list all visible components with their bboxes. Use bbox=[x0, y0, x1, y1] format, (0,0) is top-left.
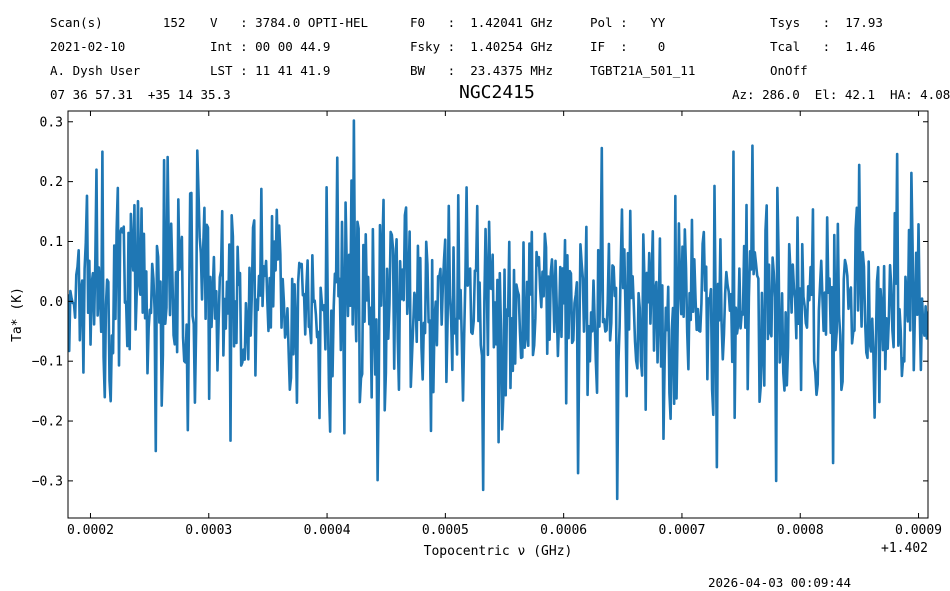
header-integration: Int : 00 00 44.9 bbox=[210, 39, 331, 54]
x-tick-label: 0.0007 bbox=[658, 523, 705, 538]
header-polarization: Pol : YY bbox=[590, 15, 666, 30]
y-tick-label: −0.3 bbox=[32, 474, 63, 489]
plot-frame bbox=[67, 110, 929, 519]
x-tick-label: 0.0008 bbox=[777, 523, 824, 538]
header-bandwidth: BW : 23.4375 MHz bbox=[410, 63, 553, 78]
y-tick-label: 0.0 bbox=[40, 295, 63, 310]
header-scans: Scan(s) 152 bbox=[50, 15, 186, 30]
y-tick-label: 0.1 bbox=[40, 235, 63, 250]
header-rest-freq: F0 : 1.42041 GHz bbox=[410, 15, 553, 30]
header-if: IF : 0 bbox=[590, 39, 666, 54]
header-procedure: OnOff bbox=[770, 63, 808, 78]
y-tick-label: −0.1 bbox=[32, 355, 63, 370]
x-tick-label: 0.0005 bbox=[422, 523, 469, 538]
x-tick-label: 0.0009 bbox=[895, 523, 942, 538]
plot-title: NGC2415 bbox=[459, 82, 535, 103]
footer-timestamp: 2026-04-03 00:09:44 bbox=[708, 575, 851, 590]
x-tick-label: 0.0004 bbox=[304, 523, 351, 538]
x-tick-label: 0.0002 bbox=[67, 523, 114, 538]
y-tick-label: 0.3 bbox=[40, 115, 63, 130]
y-tick-label: −0.2 bbox=[32, 415, 63, 430]
header-tcal: Tcal : 1.46 bbox=[770, 39, 876, 54]
header-tsys: Tsys : 17.93 bbox=[770, 15, 883, 30]
header-date: 2021-02-10 bbox=[50, 39, 126, 54]
header-pointing: Az: 286.0 El: 42.1 HA: 4.08 bbox=[732, 87, 950, 102]
spectrum-line bbox=[68, 119, 928, 501]
header-lst: LST : 11 41 41.9 bbox=[210, 63, 331, 78]
x-tick-label: 0.0003 bbox=[185, 523, 232, 538]
y-axis-label: Ta* (K) bbox=[10, 287, 25, 342]
header-coordinates: 07 36 57.31 +35 14 35.3 bbox=[50, 87, 231, 102]
header-velocity: V : 3784.0 OPTI-HEL bbox=[210, 15, 369, 30]
y-tick-label: 0.2 bbox=[40, 175, 63, 190]
x-tick-label: 0.0006 bbox=[540, 523, 587, 538]
header-observer: A. Dysh User bbox=[50, 63, 141, 78]
header-sky-freq: Fsky : 1.40254 GHz bbox=[410, 39, 553, 54]
header-project: TGBT21A_501_11 bbox=[590, 63, 696, 78]
x-offset-label: +1.402 bbox=[881, 541, 928, 556]
x-axis-label: Topocentric ν (GHz) bbox=[424, 544, 573, 559]
